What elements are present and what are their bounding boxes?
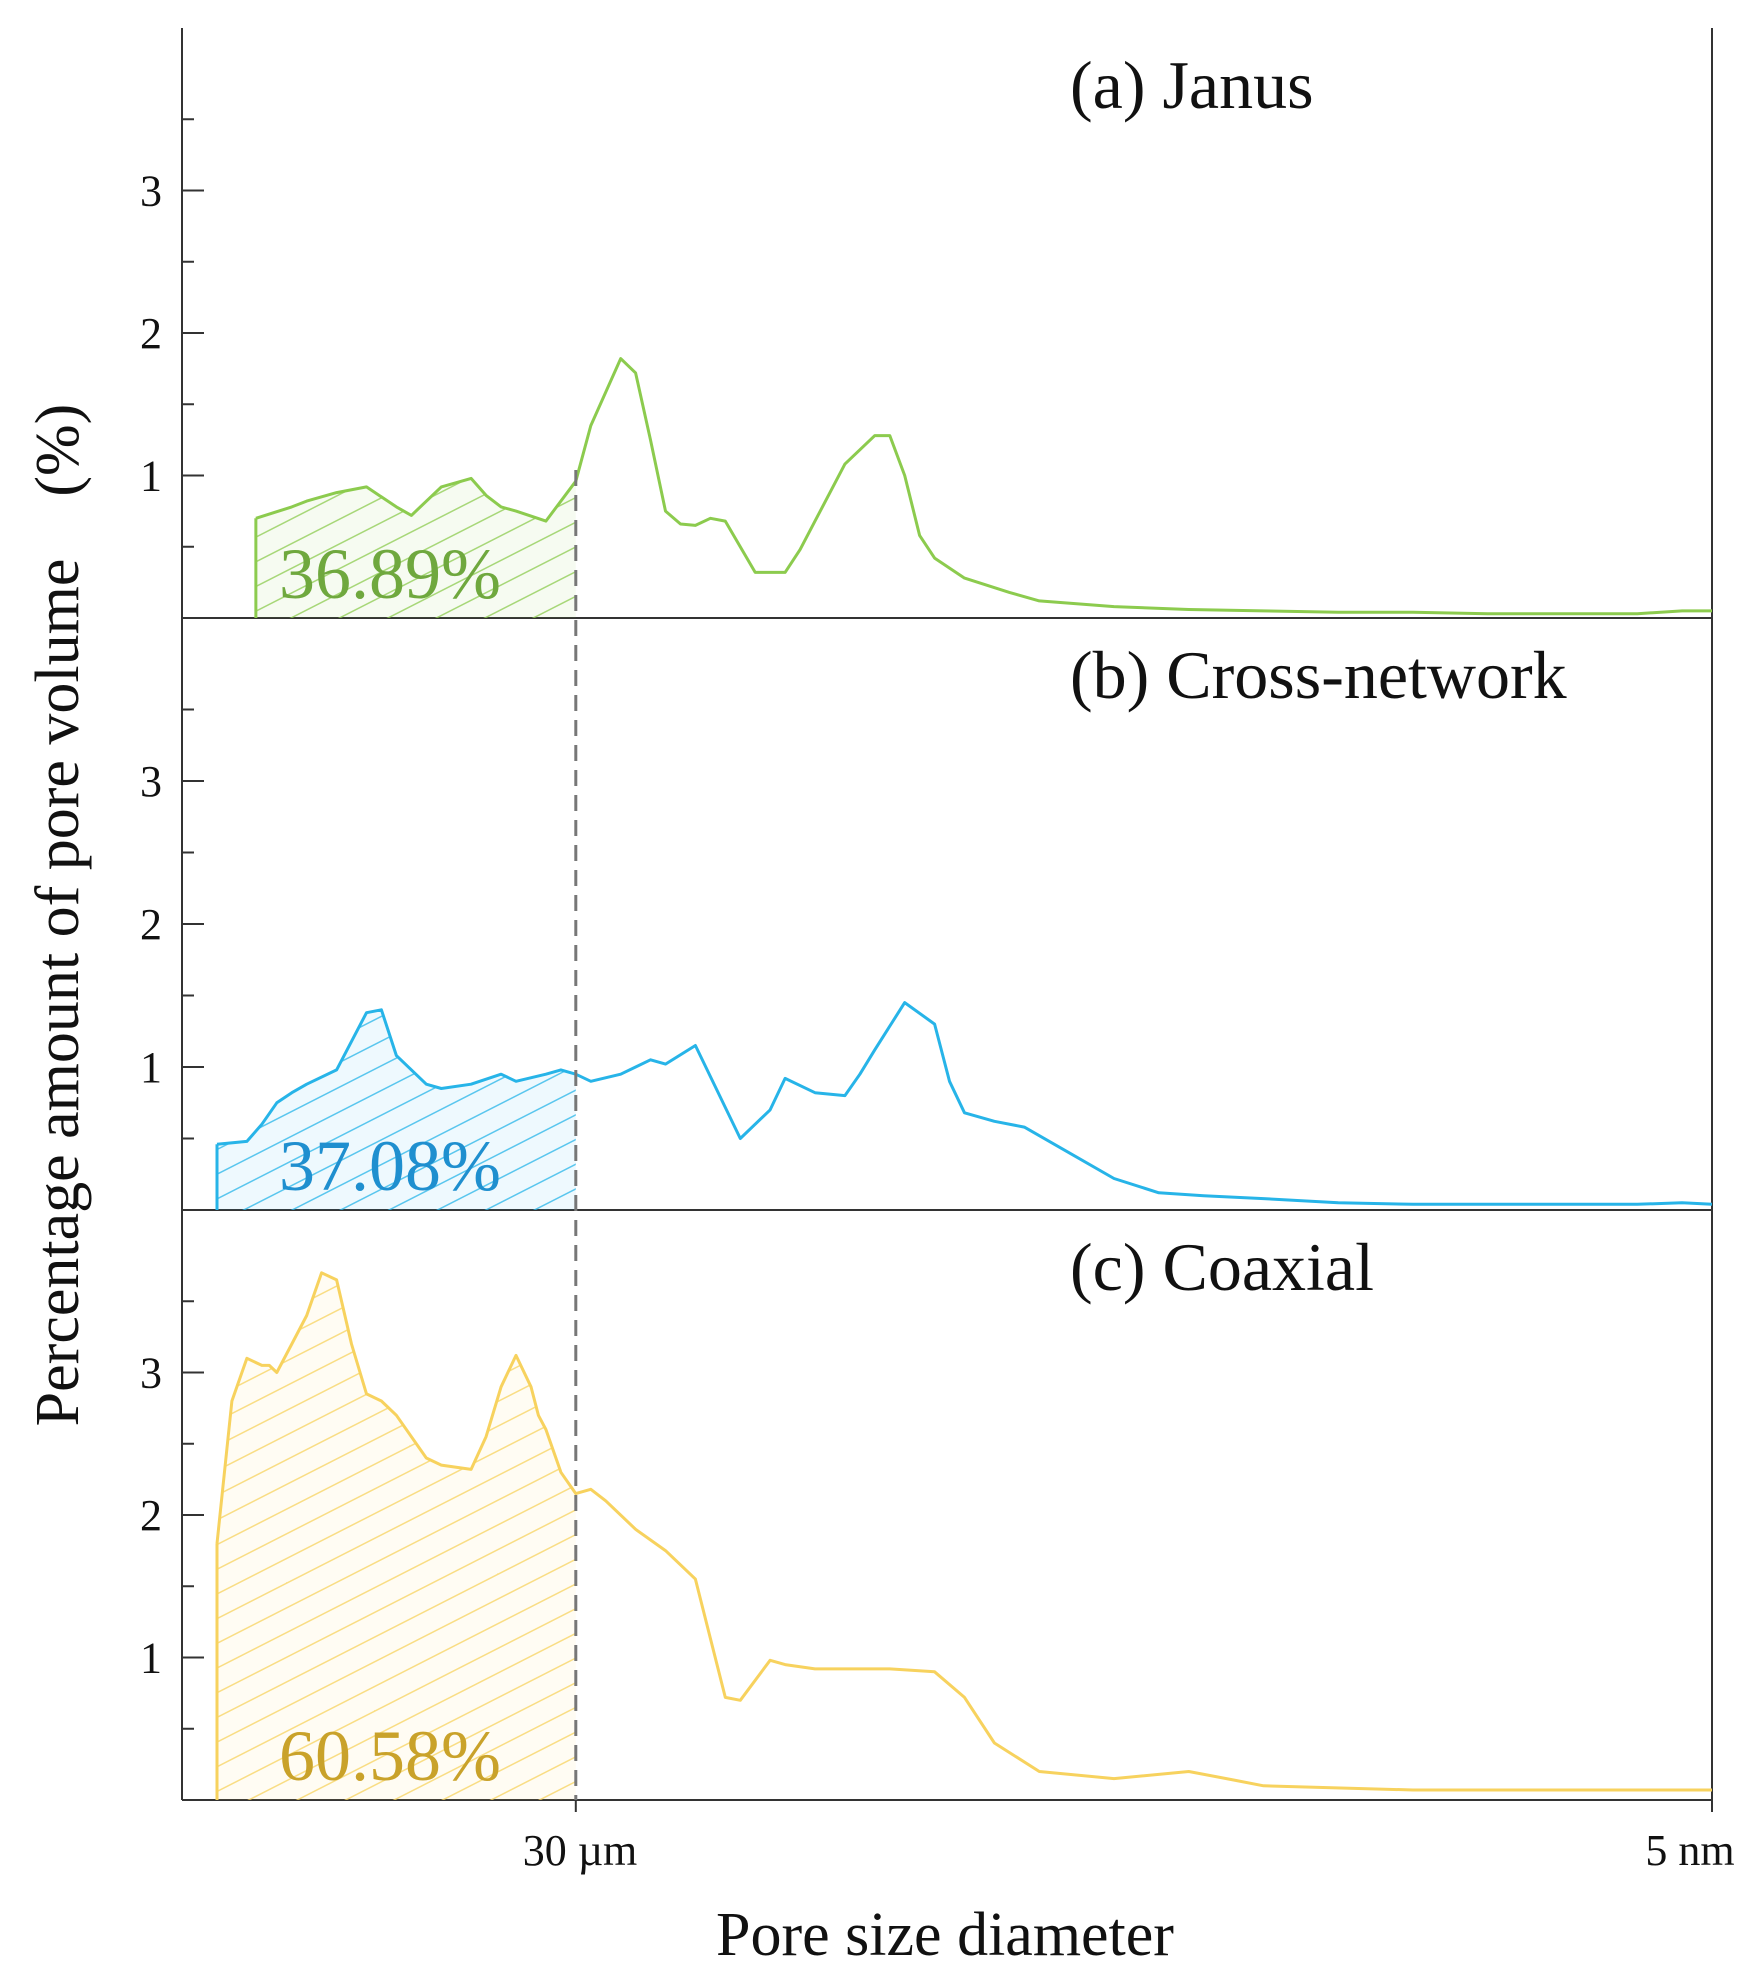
- y-tick-label-cross-network: 2: [140, 900, 162, 949]
- shaded-percent-label-cross-network: 37.08%: [279, 1126, 501, 1206]
- panel-title-coaxial: (c) Coaxial: [1070, 1229, 1374, 1305]
- y-axis-title: Percentage amount of pore volume (%): [24, 404, 92, 1427]
- shaded-area-coaxial: [217, 1272, 576, 1800]
- shaded-area-cross-network: [217, 1009, 576, 1210]
- shaded-percent-label-janus: 36.89%: [279, 534, 501, 614]
- panels-group: 1 2 3 36.89% (a) Janus 1 2 3 37.08% (b) Cross-net…: [140, 47, 1713, 1801]
- series-line-janus: [255, 357, 1712, 616]
- y-tick-label-cross-network: 3: [140, 757, 162, 806]
- series-line-coaxial: [215, 1271, 1712, 1792]
- panel-coaxial: 1 2 3 60.58% (c) Coaxial: [140, 1229, 1712, 1801]
- y-tick-label-cross-network: 1: [140, 1043, 162, 1092]
- panel-title-janus: (a) Janus: [1070, 47, 1314, 123]
- y-tick-label-coaxial: 2: [140, 1491, 162, 1540]
- panel-title-cross-network: (b) Cross-network: [1070, 637, 1567, 713]
- x-axis-title: Pore size diameter: [716, 1901, 1174, 1969]
- panel-janus: 1 2 3 36.89% (a) Janus: [140, 47, 1712, 619]
- y-tick-label-janus: 2: [140, 309, 162, 358]
- panel-cross-network: 1 2 3 37.08% (b) Cross-network: [140, 637, 1713, 1211]
- y-tick-label-janus: 1: [140, 452, 162, 501]
- x-tick-label-5nm: 5 nm: [1645, 1826, 1734, 1875]
- y-tick-label-coaxial: 3: [140, 1349, 162, 1398]
- y-tick-label-coaxial: 1: [140, 1634, 162, 1683]
- series-line-cross-network: [216, 1001, 1713, 1206]
- shaded-percent-label-coaxial: 60.58%: [279, 1716, 501, 1796]
- shaded-area-janus: [255, 478, 576, 618]
- x-tick-label-30um: 30 µm: [523, 1826, 638, 1875]
- y-tick-label-janus: 3: [140, 167, 162, 216]
